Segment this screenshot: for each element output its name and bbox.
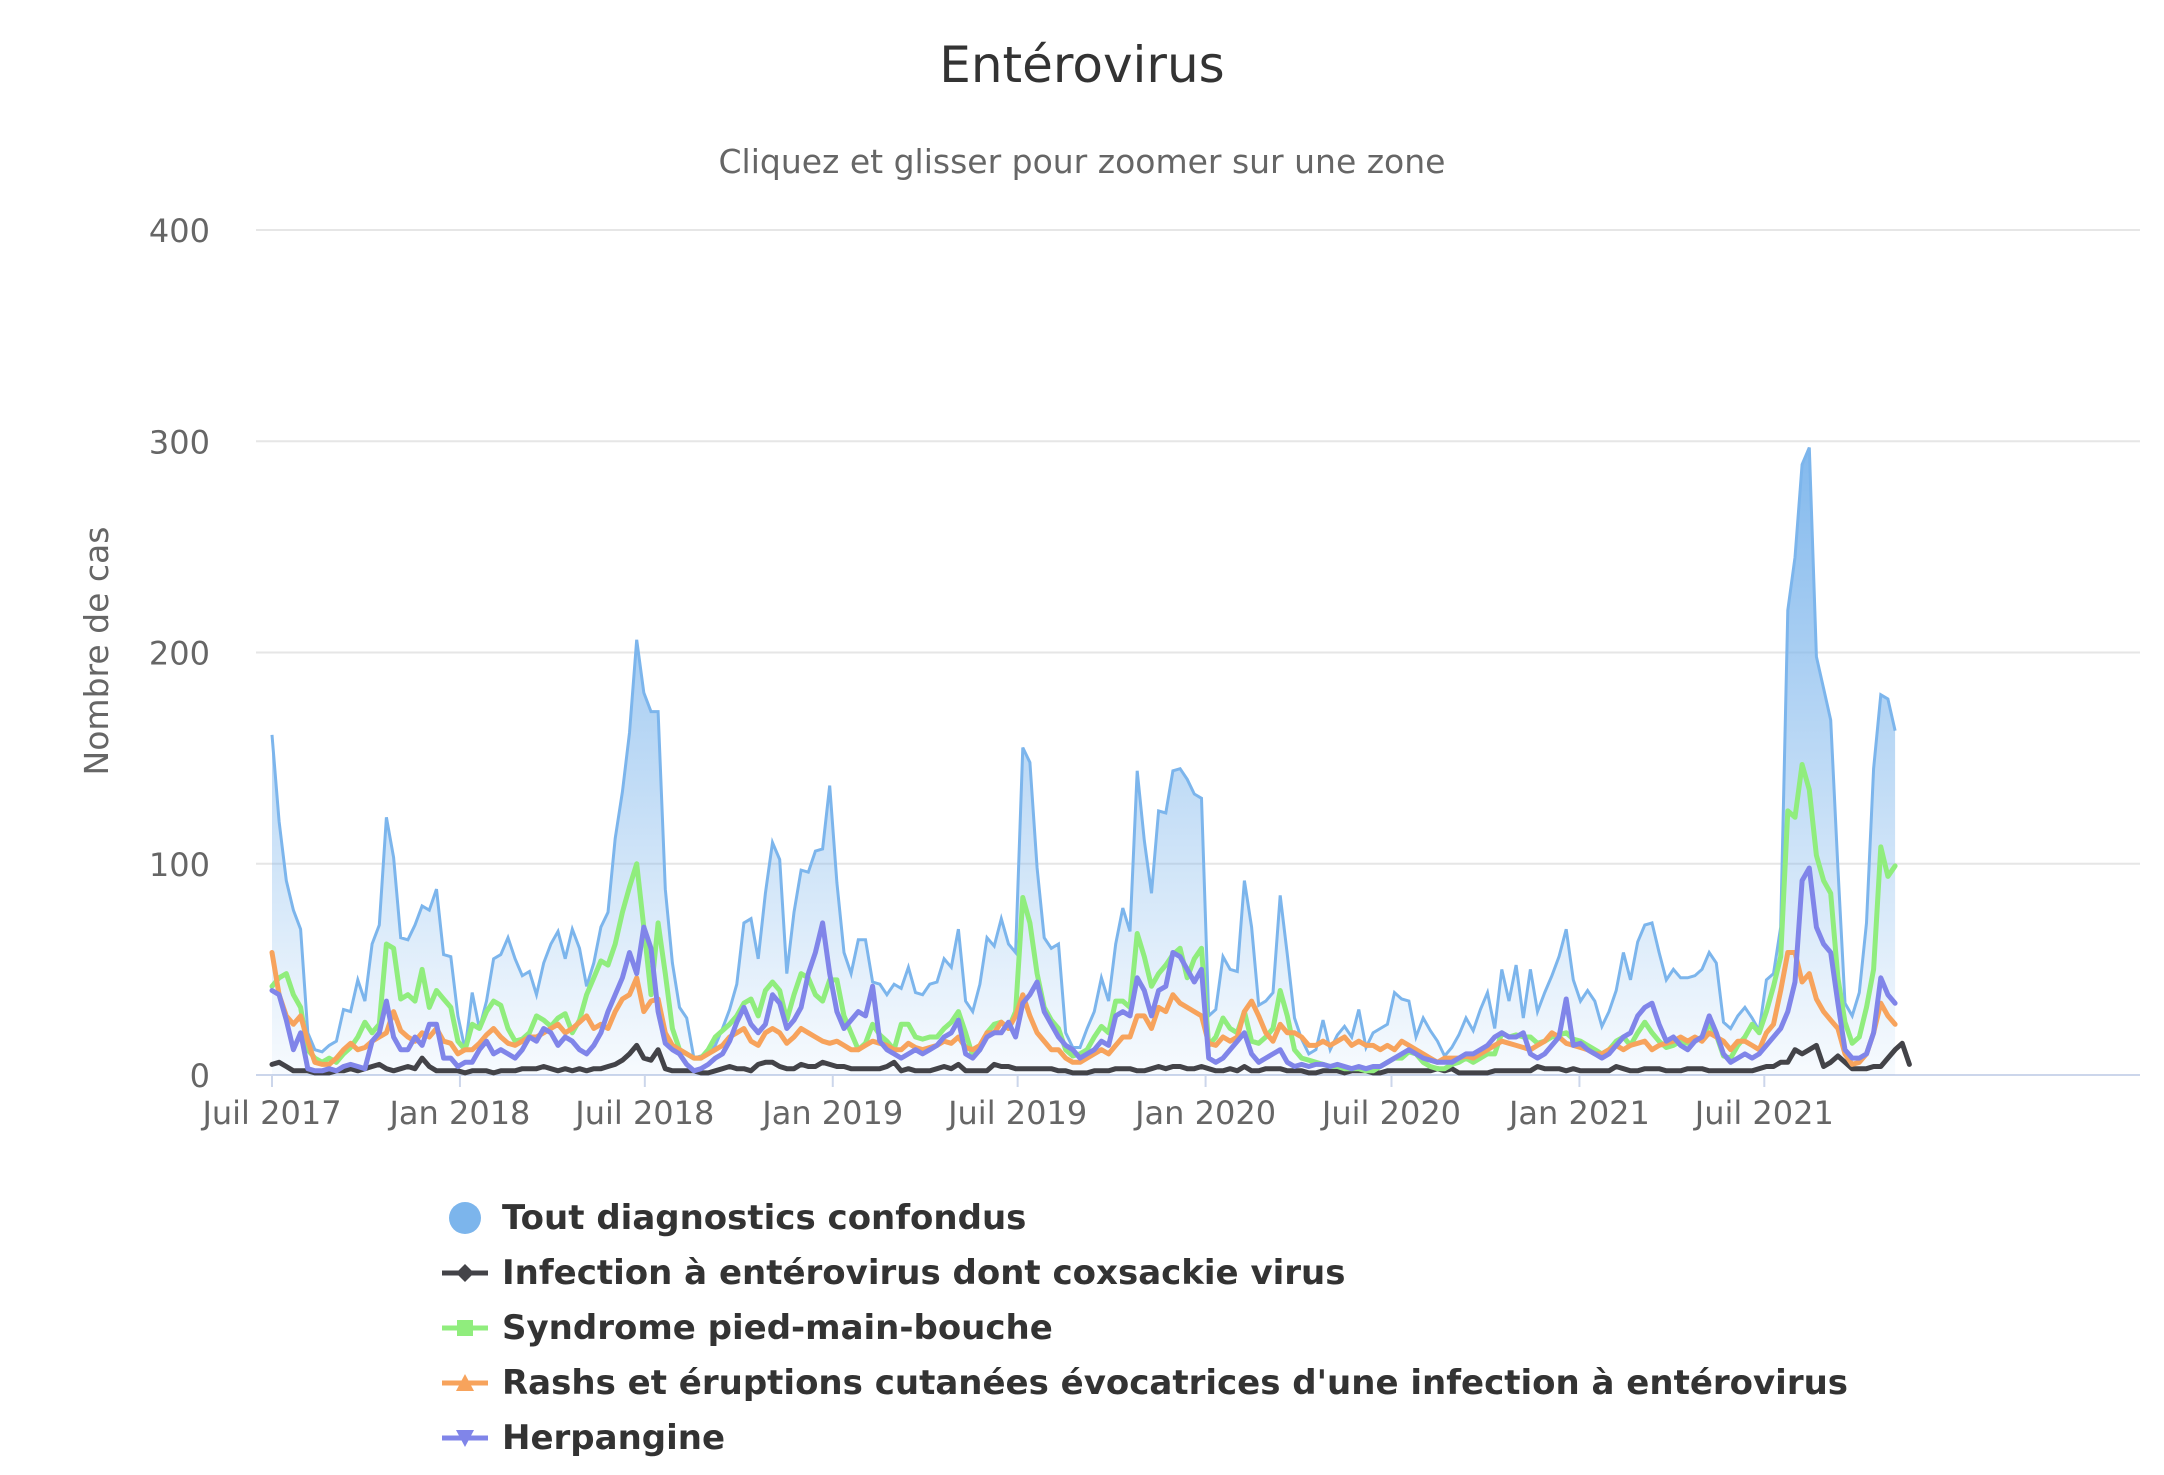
y-tick-label: 200 (149, 635, 210, 673)
legend-item-rashes[interactable]: Rashs et éruptions cutanées évocatrices … (438, 1355, 1938, 1410)
x-tick-label: Jan 2021 (1507, 1094, 1650, 1132)
legend-item-coxsackie[interactable]: Infection à entérovirus dont coxsackie v… (438, 1245, 1938, 1300)
diamond-marker-icon (442, 1263, 488, 1282)
legend-label: Herpangine (502, 1417, 726, 1458)
series-area-all-diagnoses-line[interactable] (270, 447, 1897, 1061)
x-tick-label: Jan 2019 (760, 1094, 903, 1132)
circle-marker-icon (449, 1201, 481, 1234)
legend-label: Rashs et éruptions cutanées évocatrices … (502, 1362, 1849, 1403)
legend-label: Infection à entérovirus dont coxsackie v… (502, 1252, 1346, 1293)
y-tick-label: 100 (149, 846, 210, 884)
legend-item-hand-foot-mouth[interactable]: Syndrome pied-main-bouche (438, 1300, 1938, 1355)
x-tick-label: Juil 2019 (946, 1094, 1087, 1132)
y-tick-label: 400 (149, 212, 210, 250)
chart-title: Entérovirus (939, 36, 1225, 94)
x-tick-label: Juil 2020 (1320, 1094, 1461, 1132)
x-axis-ticks: Juil 2017 Jan 2018 Juil 2018 Jan 2019 Juil 2… (200, 1074, 2140, 1132)
y-axis-title: Nombre de cas (77, 527, 116, 776)
y-tick-label: 0 (190, 1057, 210, 1095)
triangle-down-marker-icon (442, 1429, 488, 1447)
legend-item-all-diagnoses[interactable]: Tout diagnostics confondus (438, 1190, 1938, 1245)
chart-subtitle: Cliquez et glisser pour zoomer sur une z… (718, 142, 1446, 181)
legend: Tout diagnostics confondus Infection à en… (438, 1190, 1938, 1465)
legend-item-herpangina[interactable]: Herpangine (438, 1410, 1938, 1465)
x-tick-label: Juil 2018 (573, 1094, 714, 1132)
legend-label: Tout diagnostics confondus (502, 1197, 1027, 1238)
x-tick-label: Juil 2021 (1693, 1094, 1834, 1132)
triangle-marker-icon (442, 1373, 488, 1391)
square-marker-icon (442, 1319, 488, 1336)
x-tick-label: Juil 2017 (200, 1094, 341, 1132)
y-axis-ticks: 0 100 200 300 400 (149, 212, 210, 1095)
series-layer (269, 447, 1912, 1076)
y-tick-label: 300 (149, 423, 210, 461)
legend-label: Syndrome pied-main-bouche (502, 1307, 1053, 1348)
series-line-1[interactable] (269, 1040, 1912, 1076)
series-line-4[interactable] (269, 865, 1898, 1074)
series-area-all-diagnoses-fill (272, 447, 1896, 1076)
x-tick-label: Jan 2018 (387, 1094, 530, 1132)
x-tick-label: Jan 2020 (1133, 1094, 1276, 1132)
